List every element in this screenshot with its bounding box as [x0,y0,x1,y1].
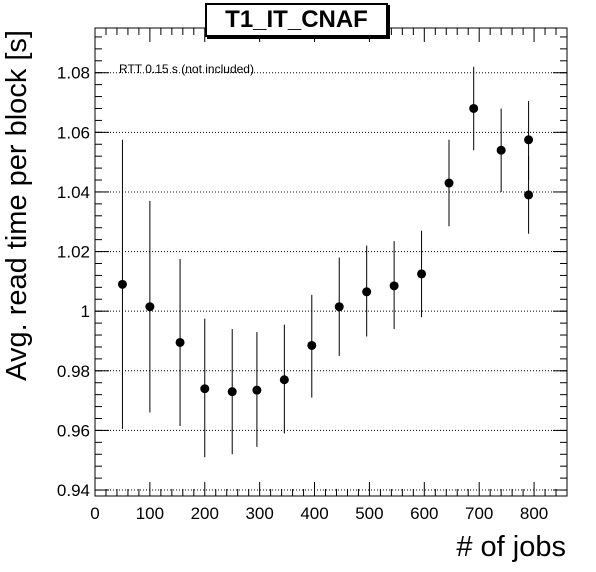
data-point [469,103,479,113]
grid-layer [95,72,567,491]
x-tick-label: 0 [90,504,99,523]
x-tick-label: 500 [355,504,383,523]
y-tick-label: 0.98 [57,362,90,381]
x-tick-label: 800 [520,504,548,523]
data-point [227,387,237,397]
y-tick-label: 1 [81,302,90,321]
annotation-text: RTT 0.15 s (not included) [119,62,254,76]
y-tick-label: 1.06 [57,123,90,142]
x-axis-label: # of jobs [456,531,566,563]
data-point [252,385,262,395]
data-point [444,178,454,188]
y-tick-label: 0.96 [57,421,90,440]
data-point [307,340,317,350]
x-tick-label: 100 [136,504,164,523]
y-tick-label: 0.94 [57,481,90,500]
tick-label-layer: 0.94 0.96 0.98 1 1.02 1.04 1.06 1.08 0 100 200 300 4… [57,64,548,523]
tick-layer [94,28,567,496]
data-point [417,269,427,279]
y-tick-label: 1.04 [57,183,90,202]
x-tick-label: 700 [465,504,493,523]
y-tick-label: 1.08 [57,64,90,83]
x-tick-label: 600 [410,504,438,523]
data-point [524,190,534,200]
x-tick-label: 200 [191,504,219,523]
x-tick-label: 300 [245,504,273,523]
data-point [389,281,399,291]
data-point [200,384,210,394]
y-tick-label: 1.02 [57,243,90,262]
data-point [175,337,185,347]
data-layer [117,66,534,458]
data-point [145,302,155,312]
data-point [496,145,506,155]
chart-title: T1_IT_CNAF [205,3,388,37]
x-tick-label: 400 [300,504,328,523]
plot-frame [94,27,568,497]
data-point [279,375,289,385]
data-point [524,135,534,145]
data-point [334,302,344,312]
data-point [117,279,127,289]
data-point [362,287,372,297]
y-axis-label: Avg. read time per block [s] [1,30,33,381]
